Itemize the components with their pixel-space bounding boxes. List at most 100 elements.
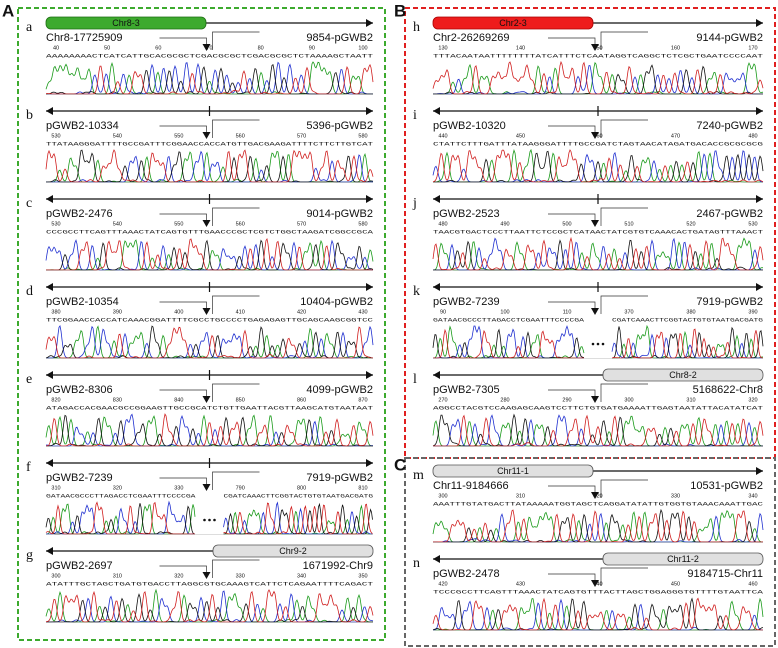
right-junction-label: 5396-pGWB2 xyxy=(306,120,373,132)
position-label: 310 xyxy=(113,573,122,579)
chromatogram-trace xyxy=(433,64,763,95)
position-label: 570 xyxy=(297,221,306,227)
position-label: 380 xyxy=(686,309,695,315)
position-label: 60 xyxy=(155,45,161,51)
panel: j pGWB2-2523 2467-pGWB2 TAACGTGACTCCCTTAATT… xyxy=(412,194,764,271)
left-junction-label: Chr2-26269269 xyxy=(433,32,509,44)
panel-letter: d xyxy=(26,284,33,299)
arrow-head xyxy=(202,308,211,315)
sequence: CCCGCCTTCAGTTTAAACTATCAGTGTTTGAACCCGCTCG… xyxy=(46,228,374,235)
arrow-head xyxy=(46,459,53,467)
position-label: 570 xyxy=(297,133,306,139)
chromatogram-trace xyxy=(432,597,763,631)
position-label: 400 xyxy=(174,309,183,315)
position-label: 530 xyxy=(748,221,757,227)
panel: l Chr8-2 pGWB2-7305 5168622-Chr8 AGGCCTACGTC… xyxy=(413,368,764,447)
arrow-head xyxy=(366,283,373,291)
arrow-head xyxy=(366,459,373,467)
sequence: TCCCGCCTTCAGTTTAAACTATCAGTGTTTACTTAGCTGG… xyxy=(433,588,764,595)
position-label: 860 xyxy=(297,397,306,403)
position-label: 320 xyxy=(113,485,122,491)
sequence: AGGCCTACGTCCAAGAGCAAGTCCTTCTGTGATGAAAATT… xyxy=(433,404,764,411)
position-label: 490 xyxy=(500,221,509,227)
group-label: A xyxy=(2,1,14,20)
chromosome-bar xyxy=(602,552,764,566)
left-junction-label: pGWB2-2476 xyxy=(46,208,113,220)
group-frame xyxy=(404,457,776,647)
right-junction-label: 1671992-Chr9 xyxy=(303,560,373,572)
chromosome-label: Chr11-2 xyxy=(667,554,699,564)
chromatogram-trace xyxy=(46,413,373,447)
position-label: 850 xyxy=(236,397,245,403)
position-label: 540 xyxy=(113,133,122,139)
panel-letter: i xyxy=(413,108,417,123)
arrow-head xyxy=(591,580,599,587)
chromatogram-trace xyxy=(611,328,764,359)
position-label: 530 xyxy=(51,221,60,227)
chromatogram-trace xyxy=(432,598,763,631)
arrow-head xyxy=(756,467,763,475)
right-junction-label: 2467-pGWB2 xyxy=(696,208,763,220)
chromosome-label: Chr11-1 xyxy=(497,466,529,476)
arrow-head xyxy=(433,195,440,203)
panel-letter: c xyxy=(26,196,32,211)
position-label: 350 xyxy=(358,573,367,579)
panel-letter: b xyxy=(26,108,33,123)
position-label: 160 xyxy=(671,45,680,51)
right-junction-label: 7240-pGWB2 xyxy=(696,120,763,132)
left-junction-label: pGWB2-10354 xyxy=(46,296,119,308)
chromatogram-trace xyxy=(223,502,373,535)
position-label: 480 xyxy=(748,133,757,139)
chromosome-label: Chr8-2 xyxy=(669,370,697,380)
arrow-head xyxy=(46,371,53,379)
arrow-head xyxy=(46,547,53,555)
chromatogram-trace xyxy=(46,237,373,271)
position-label: 330 xyxy=(671,493,680,499)
panel-letter: g xyxy=(26,548,33,563)
chromatogram-trace xyxy=(46,150,374,183)
position-label: 280 xyxy=(500,397,509,403)
position-label: 430 xyxy=(358,309,367,315)
position-label: 560 xyxy=(236,221,245,227)
arrow-head xyxy=(202,44,211,51)
arrow-head xyxy=(756,283,763,291)
arrow-head xyxy=(366,19,373,27)
panel-letter: j xyxy=(412,196,417,211)
chromatogram-trace xyxy=(433,325,584,359)
ellipsis-dot xyxy=(208,518,211,522)
chromatogram-trace xyxy=(223,501,373,535)
chromatogram-trace xyxy=(612,324,764,359)
group-label: C xyxy=(394,455,406,474)
chromatogram-trace xyxy=(433,414,763,447)
ellipsis-dot xyxy=(203,518,206,522)
chromatogram-trace xyxy=(432,60,764,95)
position-label: 550 xyxy=(174,221,183,227)
position-label: 110 xyxy=(563,309,572,315)
right-junction-label: 7919-pGWB2 xyxy=(306,472,373,484)
left-junction-label: pGWB2-7239 xyxy=(433,296,500,308)
position-label: 90 xyxy=(309,45,315,51)
left-junction-label: pGWB2-10334 xyxy=(46,120,119,132)
sequence: TTTACAATAATTTTTTTTATCATTTCTCAATAGGTCAGGC… xyxy=(433,52,764,59)
position-label: 320 xyxy=(748,397,757,403)
arrow-head xyxy=(591,132,599,139)
sequence: CGATCAAACTTCGGTACTGTGTAATGACGATG xyxy=(612,316,763,323)
panel-letter: k xyxy=(413,284,420,299)
position-label: 460 xyxy=(593,133,602,139)
position-label: 510 xyxy=(624,221,633,227)
chromatogram-trace xyxy=(611,326,764,359)
position-label: 140 xyxy=(516,45,525,51)
panel: e pGWB2-8306 4099-pGWB2 ATAGACCACGAACGCCGGA… xyxy=(26,370,374,447)
arrow-head xyxy=(366,371,373,379)
chromatogram-trace xyxy=(46,239,374,271)
chromatogram-trace xyxy=(611,333,763,359)
chromatogram-trace xyxy=(45,63,374,95)
panel: g Chr9-2 pGWB2-2697 1671992-Chr9 ATATTTGCTAG… xyxy=(26,544,374,623)
left-junction-label: Chr8-17725909 xyxy=(46,32,122,44)
panel: k pGWB2-7239 7919-pGWB2 GATAACGCCCTTAGACCTC… xyxy=(413,282,764,359)
chromosome-bar xyxy=(602,368,764,382)
position-label: 820 xyxy=(51,397,60,403)
left-junction-label: pGWB2-2523 xyxy=(433,208,500,220)
sequence: AAATTTGTATGACTTATAAAAATGGTAGCTCAGGATATAT… xyxy=(433,500,764,507)
panel-letter: e xyxy=(26,372,32,387)
